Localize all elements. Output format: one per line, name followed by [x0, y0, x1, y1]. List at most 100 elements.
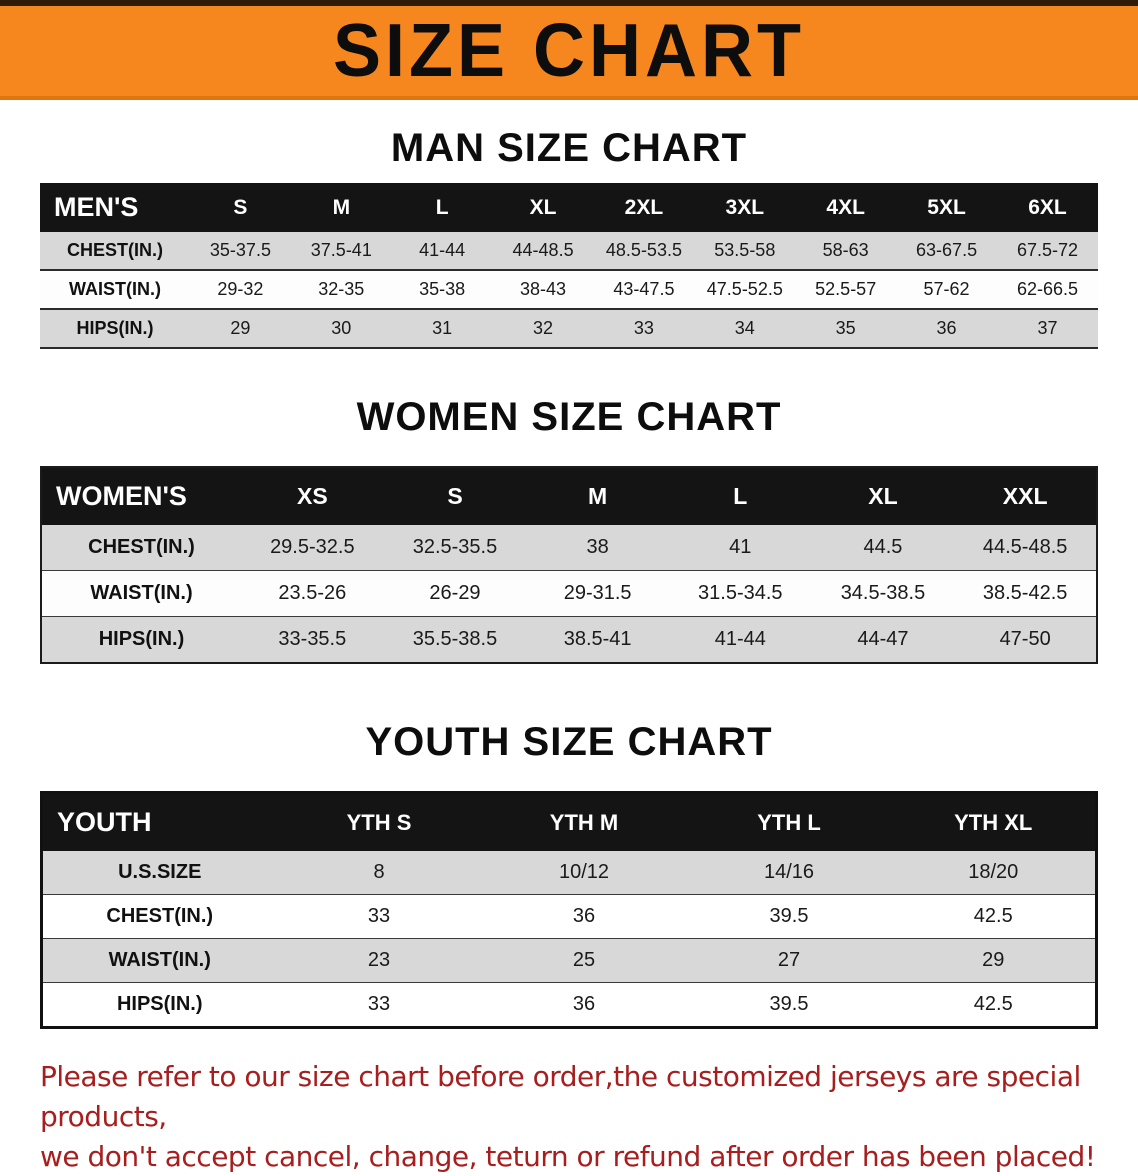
value-cell: 29: [892, 939, 1097, 983]
notice-line-2: we don't accept cancel, change, teturn o…: [40, 1137, 1098, 1176]
value-cell: 27: [687, 939, 892, 983]
row-label-cell: WAIST(IN.): [41, 571, 241, 617]
value-cell: 53.5-58: [694, 232, 795, 270]
size-header-cell: YTH S: [277, 793, 482, 852]
value-cell: 47.5-52.5: [694, 270, 795, 309]
value-cell: 33-35.5: [241, 617, 384, 664]
order-notice: Please refer to our size chart before or…: [40, 1057, 1098, 1176]
value-cell: 44.5-48.5: [954, 525, 1097, 571]
size-header-cell: M: [291, 183, 392, 232]
value-cell: 32: [493, 309, 594, 348]
size-header-cell: YTH L: [687, 793, 892, 852]
value-cell: 44.5: [812, 525, 955, 571]
value-cell: 32.5-35.5: [384, 525, 527, 571]
value-cell: 35.5-38.5: [384, 617, 527, 664]
size-header-cell: L: [392, 183, 493, 232]
value-cell: 23.5-26: [241, 571, 384, 617]
row-label-cell: U.S.SIZE: [42, 851, 277, 895]
value-cell: 36: [896, 309, 997, 348]
value-cell: 58-63: [795, 232, 896, 270]
value-cell: 38.5-41: [526, 617, 669, 664]
size-header-cell: M: [526, 467, 669, 525]
size-header-cell: XS: [241, 467, 384, 525]
value-cell: 29-32: [190, 270, 291, 309]
value-cell: 25: [482, 939, 687, 983]
youth-size-heading: YOUTH SIZE CHART: [0, 720, 1138, 765]
value-cell: 38-43: [493, 270, 594, 309]
table-title-cell: WOMEN'S: [41, 467, 241, 525]
value-cell: 38.5-42.5: [954, 571, 1097, 617]
value-cell: 44-48.5: [493, 232, 594, 270]
value-cell: 31.5-34.5: [669, 571, 812, 617]
value-cell: 37: [997, 309, 1098, 348]
value-cell: 38: [526, 525, 669, 571]
value-cell: 36: [482, 895, 687, 939]
value-cell: 43-47.5: [594, 270, 695, 309]
value-cell: 39.5: [687, 983, 892, 1028]
value-cell: 14/16: [687, 851, 892, 895]
row-label-cell: HIPS(IN.): [40, 309, 190, 348]
row-label-cell: CHEST(IN.): [40, 232, 190, 270]
value-cell: 41-44: [392, 232, 493, 270]
size-header-cell: 5XL: [896, 183, 997, 232]
value-cell: 33: [594, 309, 695, 348]
size-header-cell: 6XL: [997, 183, 1098, 232]
value-cell: 33: [277, 983, 482, 1028]
value-cell: 29-31.5: [526, 571, 669, 617]
value-cell: 34: [694, 309, 795, 348]
value-cell: 31: [392, 309, 493, 348]
value-cell: 41-44: [669, 617, 812, 664]
notice-line-1: Please refer to our size chart before or…: [40, 1057, 1098, 1137]
value-cell: 39.5: [687, 895, 892, 939]
row-label-cell: CHEST(IN.): [42, 895, 277, 939]
size-header-cell: YTH XL: [892, 793, 1097, 852]
value-cell: 35: [795, 309, 896, 348]
size-header-cell: XL: [493, 183, 594, 232]
value-cell: 29.5-32.5: [241, 525, 384, 571]
size-header-cell: YTH M: [482, 793, 687, 852]
size-header-cell: S: [384, 467, 527, 525]
value-cell: 33: [277, 895, 482, 939]
page-title: SIZE CHART: [333, 14, 805, 89]
value-cell: 35-37.5: [190, 232, 291, 270]
size-header-cell: S: [190, 183, 291, 232]
value-cell: 30: [291, 309, 392, 348]
size-header-cell: 3XL: [694, 183, 795, 232]
value-cell: 18/20: [892, 851, 1097, 895]
value-cell: 44-47: [812, 617, 955, 664]
value-cell: 48.5-53.5: [594, 232, 695, 270]
value-cell: 29: [190, 309, 291, 348]
value-cell: 63-67.5: [896, 232, 997, 270]
table-title-cell: MEN'S: [40, 183, 190, 232]
value-cell: 52.5-57: [795, 270, 896, 309]
table-title-cell: YOUTH: [42, 793, 277, 852]
man-size-heading: MAN SIZE CHART: [0, 126, 1138, 171]
value-cell: 23: [277, 939, 482, 983]
value-cell: 34.5-38.5: [812, 571, 955, 617]
size-header-cell: L: [669, 467, 812, 525]
value-cell: 26-29: [384, 571, 527, 617]
value-cell: 42.5: [892, 895, 1097, 939]
